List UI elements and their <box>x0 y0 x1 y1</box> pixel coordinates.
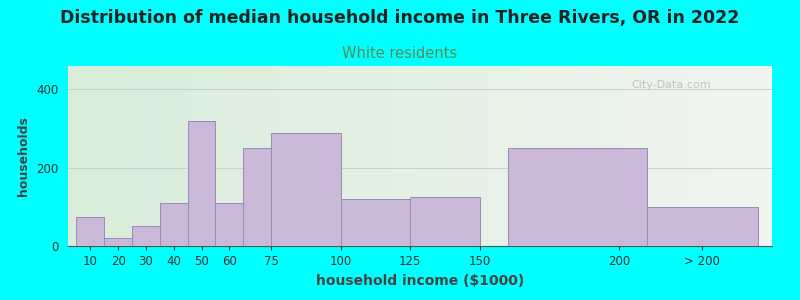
Bar <box>508 148 646 246</box>
Text: City-Data.com: City-Data.com <box>631 80 711 90</box>
Bar <box>215 203 243 246</box>
Bar <box>271 133 341 246</box>
X-axis label: household income ($1000): household income ($1000) <box>316 274 524 288</box>
Text: Distribution of median household income in Three Rivers, OR in 2022: Distribution of median household income … <box>60 9 740 27</box>
Bar <box>341 199 410 246</box>
Bar <box>104 238 132 246</box>
Bar <box>243 148 285 246</box>
Bar <box>646 207 758 246</box>
Text: White residents: White residents <box>342 46 458 62</box>
Bar <box>410 197 480 246</box>
Bar <box>188 121 215 246</box>
Y-axis label: households: households <box>18 116 30 196</box>
Bar <box>76 217 104 246</box>
Bar <box>160 203 188 246</box>
Bar <box>132 226 160 246</box>
